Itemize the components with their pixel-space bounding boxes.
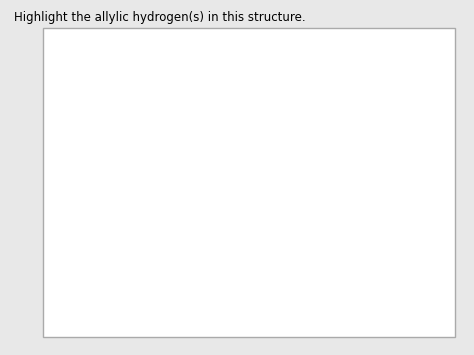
Text: H: H	[120, 146, 131, 158]
Text: Highlight the allylic hydrogen(s) in this structure.: Highlight the allylic hydrogen(s) in thi…	[14, 11, 306, 24]
Text: H: H	[204, 53, 215, 66]
Text: H: H	[367, 203, 378, 216]
Text: H: H	[244, 53, 254, 66]
Text: H: H	[347, 251, 358, 264]
Text: H: H	[107, 172, 118, 185]
Text: H: H	[173, 249, 184, 262]
Text: H: H	[215, 286, 226, 300]
Text: H: H	[305, 278, 316, 291]
Text: H: H	[336, 68, 347, 81]
Text: H: H	[376, 97, 387, 110]
